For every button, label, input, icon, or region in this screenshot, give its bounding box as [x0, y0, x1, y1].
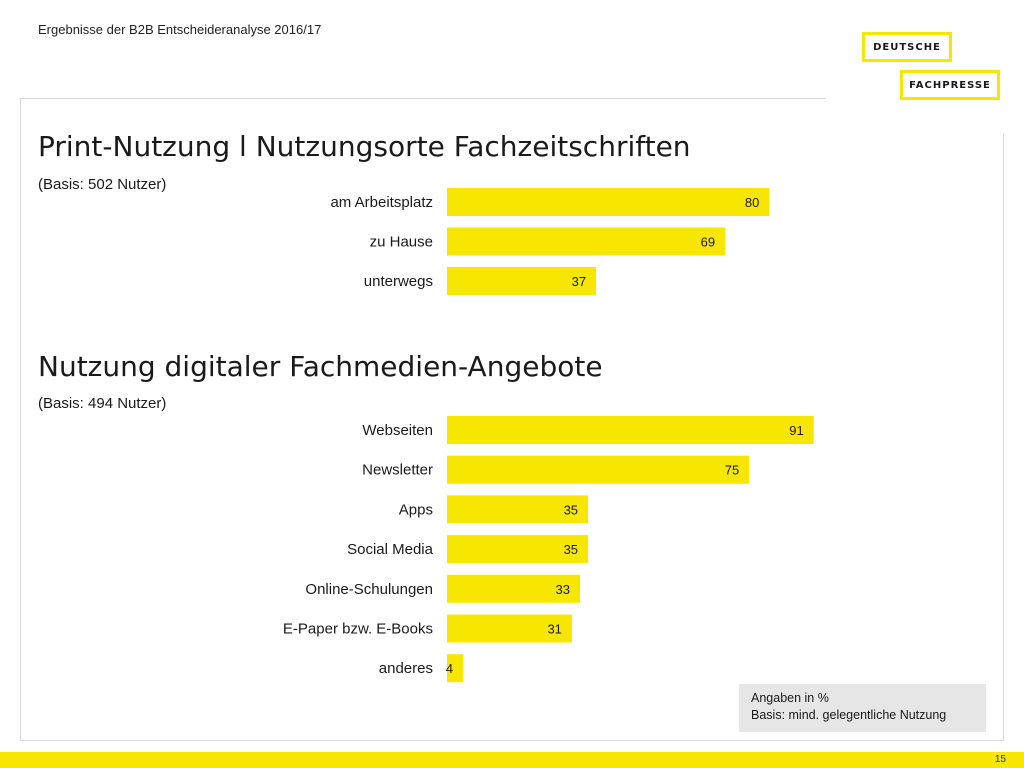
chart-title-print: Print-Nutzung l Nutzungsorte Fachzeitsch…: [38, 130, 691, 163]
category-label-unterwegs: unterwegs: [364, 273, 433, 290]
bar-zu-hause: [447, 227, 726, 256]
frame-border-right: [1003, 134, 1004, 740]
category-label-am-arbeitsplatz: am Arbeitsplatz: [330, 194, 433, 211]
bar-webseiten: [447, 416, 814, 444]
chart-subtitle-digital: (Basis: 494 Nutzer): [38, 395, 167, 412]
frame-border-left: [20, 98, 21, 740]
frame-border-bottom: [20, 740, 1004, 741]
value-label-am-arbeitsplatz: 80: [745, 195, 759, 210]
note-line-unit: Angaben in %: [751, 691, 829, 705]
chart-subtitle-print: (Basis: 502 Nutzer): [38, 176, 167, 193]
value-label-unterwegs: 37: [572, 274, 586, 289]
bar-anderes: [447, 654, 464, 683]
note-box: Angaben in % Basis: mind. gelegentliche …: [739, 684, 986, 732]
page-number: 15: [994, 754, 1006, 765]
value-label-zu-hause: 69: [701, 235, 715, 250]
bar-am-arbeitsplatz: [447, 188, 770, 216]
chart-title-digital: Nutzung digitaler Fachmedien-Angebote: [38, 350, 603, 383]
frame-border-top: [20, 98, 826, 99]
bar-e-paper-bzw-e-books: [447, 614, 572, 643]
value-label-apps: 35: [564, 502, 578, 517]
brand-logo-bottom: FACHPRESSE: [900, 70, 1000, 100]
note-line-basis: Basis: mind. gelegentliche Nutzung: [751, 708, 947, 722]
page-header-title: Ergebnisse der B2B Entscheideranalyse 20…: [38, 22, 322, 37]
value-label-newsletter: 75: [725, 463, 739, 478]
bar-apps: [447, 495, 589, 524]
category-label-newsletter: Newsletter: [362, 462, 433, 479]
category-label-online-schulungen: Online-Schulungen: [305, 581, 433, 598]
category-label-e-paper-bzw-e-books: E-Paper bzw. E-Books: [283, 621, 433, 638]
bar-social-media: [447, 535, 589, 564]
category-label-apps: Apps: [399, 501, 433, 518]
value-label-social-media: 35: [564, 542, 578, 557]
value-label-online-schulungen: 33: [556, 582, 570, 597]
category-label-webseiten: Webseiten: [362, 422, 433, 439]
bar-newsletter: [447, 455, 750, 484]
category-label-anderes: anderes: [379, 660, 433, 677]
value-label-anderes: 4: [446, 661, 453, 676]
brand-logo-top: DEUTSCHE: [862, 32, 952, 62]
footer-bar: 15: [0, 752, 1024, 768]
category-label-social-media: Social Media: [347, 541, 434, 558]
bar-unterwegs: [447, 267, 597, 295]
value-label-webseiten: 91: [789, 423, 803, 438]
value-label-e-paper-bzw-e-books: 31: [547, 622, 561, 637]
bar-online-schulungen: [447, 574, 580, 603]
category-label-zu-hause: zu Hause: [370, 234, 433, 251]
